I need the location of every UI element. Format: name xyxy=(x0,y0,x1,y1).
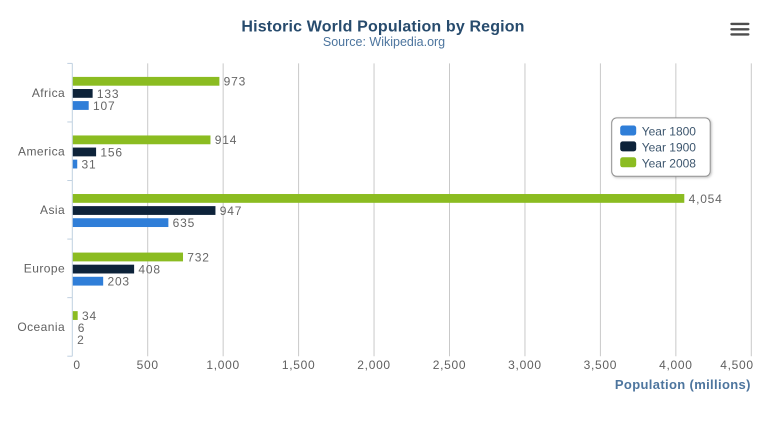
svg-text:4,054: 4,054 xyxy=(689,192,723,206)
svg-text:947: 947 xyxy=(220,204,242,218)
svg-text:408: 408 xyxy=(138,262,160,276)
svg-text:America: America xyxy=(18,144,65,158)
svg-text:Historic World Population by R: Historic World Population by Region xyxy=(241,18,524,35)
svg-text:34: 34 xyxy=(82,309,97,323)
svg-text:133: 133 xyxy=(97,87,119,101)
svg-text:2: 2 xyxy=(77,333,84,347)
svg-text:2,500: 2,500 xyxy=(433,358,467,372)
svg-text:107: 107 xyxy=(93,99,115,113)
svg-text:4,500: 4,500 xyxy=(720,358,754,372)
svg-text:31: 31 xyxy=(82,157,97,171)
svg-text:914: 914 xyxy=(215,133,237,147)
svg-text:3,500: 3,500 xyxy=(584,358,618,372)
svg-text:635: 635 xyxy=(173,216,195,230)
svg-text:203: 203 xyxy=(107,275,129,289)
svg-text:Source: Wikipedia.org: Source: Wikipedia.org xyxy=(323,35,445,49)
svg-text:2,000: 2,000 xyxy=(357,358,391,372)
svg-text:732: 732 xyxy=(187,250,209,264)
svg-text:6: 6 xyxy=(78,321,85,335)
svg-text:1,500: 1,500 xyxy=(282,358,316,372)
svg-text:Africa: Africa xyxy=(32,86,65,100)
svg-text:Asia: Asia xyxy=(40,203,65,217)
svg-text:Year 1900: Year 1900 xyxy=(642,140,697,154)
svg-text:4,000: 4,000 xyxy=(659,358,693,372)
svg-text:Europe: Europe xyxy=(24,261,65,275)
svg-text:0: 0 xyxy=(73,358,80,372)
svg-text:500: 500 xyxy=(137,358,159,372)
svg-text:973: 973 xyxy=(224,75,246,89)
svg-text:Population (millions): Population (millions) xyxy=(615,377,751,392)
svg-text:156: 156 xyxy=(100,145,122,159)
svg-text:Year 1800: Year 1800 xyxy=(642,125,697,139)
svg-text:Year 2008: Year 2008 xyxy=(642,156,697,170)
svg-text:Oceania: Oceania xyxy=(17,320,65,334)
svg-text:1,000: 1,000 xyxy=(206,358,240,372)
svg-text:3,000: 3,000 xyxy=(508,358,542,372)
